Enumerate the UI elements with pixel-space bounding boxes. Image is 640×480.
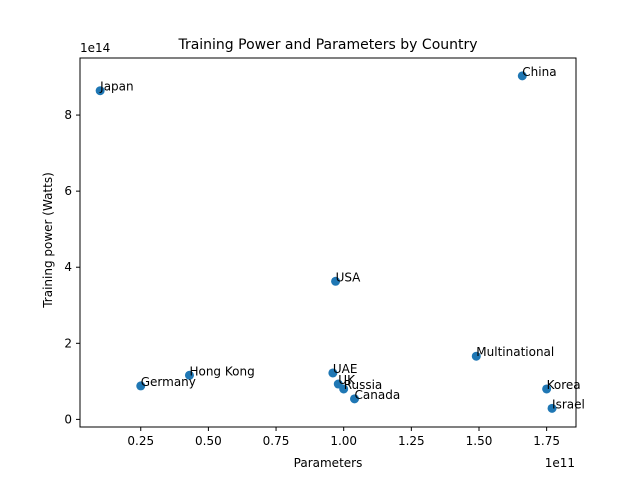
point-label: China (522, 65, 556, 79)
point-label: UAE (333, 362, 358, 376)
y-axis-offset-label: 1e14 (80, 41, 110, 55)
data-point (471, 351, 481, 361)
point-label: Japan (99, 80, 133, 94)
data-point (184, 370, 194, 380)
point-label: Russia (344, 378, 383, 392)
x-tick-label: 0.50 (195, 434, 222, 448)
point-label: Hong Kong (189, 364, 254, 378)
data-point (542, 384, 552, 394)
y-tick-label: 4 (64, 260, 72, 274)
x-tick-label: 0.25 (127, 434, 154, 448)
point-label: Canada (355, 388, 401, 402)
x-tick-label: 1.00 (330, 434, 357, 448)
x-tick-label: 1.75 (533, 434, 560, 448)
point-label: Germany (141, 375, 196, 389)
y-axis-label: Training power (Watts) (41, 172, 55, 309)
data-point (95, 86, 105, 96)
point-label: USA (336, 270, 362, 284)
y-tick-label: 0 (64, 412, 72, 426)
data-point (547, 403, 557, 413)
x-tick-label: 1.25 (398, 434, 425, 448)
point-labels: China Japan USA Multinational UAE Hong Kong UK… (99, 65, 585, 411)
y-tick-label: 8 (64, 108, 72, 122)
y-tick-label: 6 (64, 184, 72, 198)
data-point (331, 276, 341, 286)
chart-title: Training Power and Parameters by Country (177, 37, 477, 53)
y-axis-ticks: 0 2 4 6 8 (64, 108, 80, 426)
point-label: Korea (547, 378, 581, 392)
x-tick-label: 0.75 (263, 434, 290, 448)
point-label: Multinational (476, 345, 554, 359)
point-label: UK (338, 373, 356, 387)
x-axis-offset-label: 1e11 (545, 456, 575, 470)
y-tick-label: 2 (64, 336, 72, 350)
x-axis-ticks: 0.25 0.50 0.75 1.00 1.25 1.50 1.75 (127, 427, 560, 448)
data-point (328, 368, 338, 378)
data-point (136, 381, 146, 391)
x-tick-label: 1.50 (466, 434, 493, 448)
data-point (517, 71, 527, 81)
point-label: Israel (552, 397, 585, 411)
plot-frame (79, 57, 577, 428)
data-points (95, 71, 557, 413)
data-point (350, 394, 360, 404)
x-axis-label: Parameters (294, 456, 363, 470)
data-point (339, 384, 349, 394)
